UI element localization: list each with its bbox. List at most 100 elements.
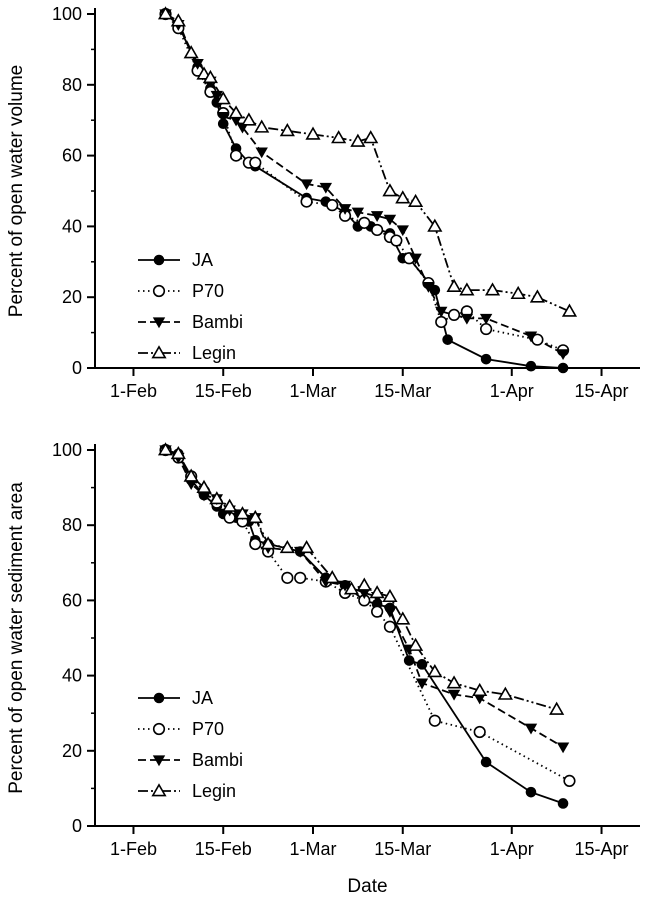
- open-circle-marker: [249, 537, 262, 551]
- filled-triangle-down-marker: [351, 207, 365, 219]
- open-triangle-up-marker: [510, 285, 526, 300]
- filled-triangle-down-marker: [409, 253, 422, 265]
- filled-triangle-down-marker: [370, 211, 384, 222]
- filled-circle-marker: [217, 118, 229, 130]
- series-markers-bambi: [159, 9, 570, 361]
- open-circle-marker: [281, 571, 294, 584]
- legend-item-ja: JA: [138, 250, 213, 270]
- open-triangle-up-marker: [183, 45, 199, 59]
- open-triangle-up-marker: [183, 468, 199, 482]
- series-line-legin: [165, 13, 570, 313]
- open-circle-marker: [563, 774, 576, 787]
- filled-triangle-down-marker: [556, 742, 570, 754]
- open-triangle-up-marker: [395, 611, 411, 625]
- x-tick-label: 1-Apr: [490, 381, 534, 401]
- open-triangle-up-marker: [196, 479, 212, 493]
- legend-label: P70: [192, 719, 224, 739]
- legend-label: JA: [192, 250, 213, 270]
- legend-label: Bambi: [192, 750, 243, 770]
- legend: JA P70 Bambi Legin: [138, 688, 243, 801]
- x-ticks: 1-Feb 15-Feb 1-Mar 15-Mar 1-Apr 15-Apr: [110, 826, 629, 859]
- y-tick-label: 40: [62, 216, 82, 236]
- legend-label: Legin: [192, 781, 236, 801]
- y-tick-label: 60: [62, 590, 82, 610]
- open-triangle-up-marker: [324, 570, 340, 584]
- open-triangle-up-marker: [254, 119, 270, 133]
- filled-circle-marker: [480, 756, 492, 768]
- filled-triangle-down-marker: [383, 607, 397, 618]
- open-triangle-up-marker: [363, 130, 379, 144]
- filled-circle-marker: [153, 254, 165, 266]
- open-triangle-up-marker: [350, 133, 366, 147]
- filled-triangle-down-marker: [556, 349, 570, 361]
- open-circle-marker: [480, 322, 493, 336]
- x-tick-label: 1-Feb: [110, 381, 157, 401]
- filled-triangle-down-marker: [210, 90, 224, 102]
- filled-triangle-down-marker: [473, 693, 486, 705]
- y-tick-label: 80: [62, 515, 82, 535]
- open-triangle-up-marker: [369, 585, 385, 599]
- filled-triangle-down-marker: [396, 225, 409, 237]
- filled-triangle-down-marker: [338, 204, 352, 215]
- axes: [94, 444, 640, 827]
- y-tick-label: 40: [62, 666, 82, 686]
- x-axis-title: Date: [347, 876, 387, 897]
- open-circle-marker: [229, 149, 243, 162]
- filled-triangle-down-marker: [191, 58, 204, 70]
- y-tick-label: 100: [52, 4, 82, 24]
- filled-circle-marker: [480, 353, 492, 365]
- open-circle-marker: [383, 620, 397, 633]
- open-triangle-up-marker: [279, 539, 295, 554]
- open-circle-marker: [300, 195, 313, 208]
- open-triangle-up-marker: [202, 69, 218, 84]
- open-triangle-up-marker: [561, 303, 578, 317]
- open-triangle-up-marker: [234, 506, 251, 520]
- filled-circle-marker: [442, 334, 453, 345]
- filled-circle-marker: [525, 360, 537, 372]
- open-triangle-up-marker: [343, 581, 360, 595]
- open-triangle-up-marker: [529, 289, 545, 303]
- open-triangle-up-marker: [222, 498, 238, 512]
- legend-label: P70: [192, 281, 224, 301]
- x-tick-label: 1-Mar: [289, 839, 336, 859]
- open-triangle-up-marker: [408, 193, 424, 208]
- open-triangle-up-marker: [209, 491, 225, 505]
- open-triangle-up-marker: [215, 91, 231, 105]
- open-circle-marker: [473, 725, 486, 739]
- legend-item-bambi: Bambi: [138, 312, 243, 332]
- y-ticks: 0 20 40 60 80 100: [52, 440, 95, 836]
- open-triangle-up-marker: [157, 442, 174, 456]
- filled-triangle-down-marker: [217, 112, 230, 123]
- open-circle-marker: [390, 234, 403, 247]
- filled-circle-marker: [153, 692, 165, 704]
- open-triangle-up-marker: [151, 345, 167, 359]
- legend-label: JA: [192, 688, 213, 708]
- open-circle-marker: [447, 308, 461, 322]
- open-triangle-up-marker: [427, 664, 443, 678]
- axes: [94, 8, 640, 369]
- x-ticks: 1-Feb 15-Feb 1-Mar 15-Mar 1-Apr 15-Apr: [110, 368, 629, 401]
- y-tick-label: 100: [52, 440, 82, 460]
- filled-triangle-down-marker: [152, 317, 166, 329]
- open-triangle-up-marker: [241, 112, 257, 126]
- filled-triangle-down-marker: [479, 313, 493, 325]
- filled-triangle-down-marker: [415, 678, 429, 690]
- y-tick-label: 60: [62, 146, 82, 166]
- open-circle-marker: [152, 722, 166, 736]
- open-triangle-up-marker: [331, 130, 347, 144]
- open-circle-marker: [326, 199, 339, 212]
- filled-triangle-down-marker: [300, 179, 313, 191]
- filled-triangle-down-marker: [197, 490, 211, 502]
- series-markers-legin: [157, 6, 578, 317]
- filled-circle-marker: [557, 362, 569, 374]
- filled-triangle-down-marker: [255, 147, 268, 159]
- legend-item-p70: P70: [138, 281, 224, 301]
- x-tick-label: 1-Feb: [110, 839, 157, 859]
- filled-circle-marker: [416, 659, 428, 670]
- legend-item-legin: Legin: [138, 781, 236, 801]
- open-triangle-up-marker: [484, 282, 501, 296]
- series-line-legin: [165, 449, 557, 711]
- series-markers-legin: [157, 442, 565, 715]
